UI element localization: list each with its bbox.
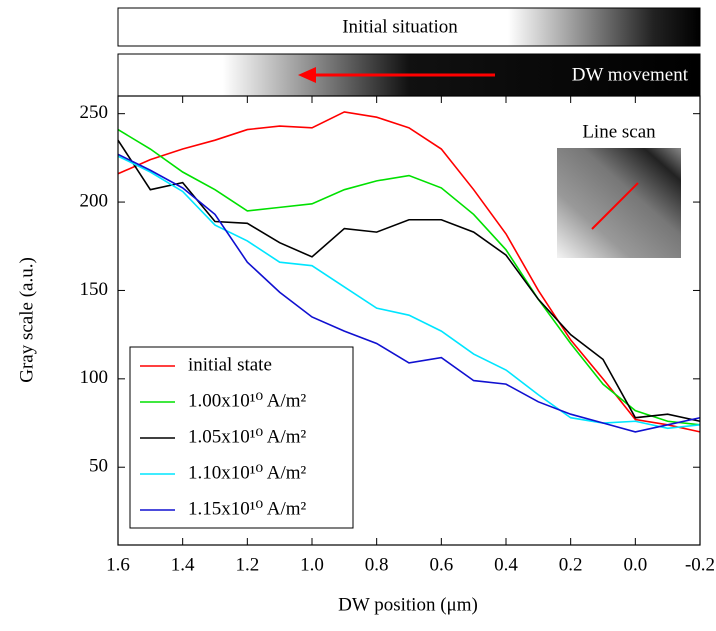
bottom-bar-label: DW movement: [572, 64, 689, 85]
series-line: [117, 128, 701, 426]
y-tick-label: 50: [89, 456, 108, 477]
inset-label: Line scan: [582, 121, 656, 142]
x-tick-label: 0.0: [623, 554, 647, 575]
y-tick-label: 150: [80, 279, 109, 300]
x-axis-label: DW position (μm): [338, 594, 478, 615]
legend-label: 1.05x10¹⁰ A/m²: [188, 426, 307, 447]
y-axis-label: Gray scale (a.u.): [16, 257, 37, 383]
legend-label: initial state: [188, 354, 272, 375]
x-tick-label: 1.0: [300, 554, 324, 575]
inset-line: [591, 182, 639, 230]
x-tick-label: 0.8: [365, 554, 389, 575]
x-tick-label: 1.6: [106, 554, 130, 575]
y-tick-label: 200: [80, 190, 109, 211]
legend-label: 1.00x10¹⁰ A/m²: [188, 390, 307, 411]
x-tick-label: 1.4: [171, 554, 195, 575]
x-tick-label: 1.2: [235, 554, 259, 575]
legend-label: 1.10x10¹⁰ A/m²: [188, 462, 307, 483]
series-line: [117, 111, 701, 433]
x-tick-label: 0.2: [559, 554, 583, 575]
legend-label: 1.15x10¹⁰ A/m²: [188, 498, 307, 519]
y-tick-label: 250: [80, 102, 109, 123]
series-line: [117, 139, 701, 423]
top-bar: [117, 7, 701, 47]
y-tick-label: 100: [80, 367, 109, 388]
x-tick-label: 0.6: [429, 554, 453, 575]
series-line: [117, 153, 701, 433]
top-bar-label: Initial situation: [342, 16, 458, 37]
arrow-head: [298, 67, 316, 83]
x-tick-label: 0.4: [494, 554, 518, 575]
x-tick-label: -0.2: [685, 554, 715, 575]
plot-frame: [117, 95, 701, 546]
